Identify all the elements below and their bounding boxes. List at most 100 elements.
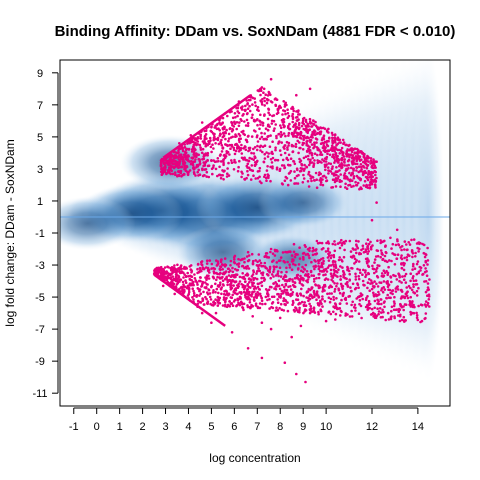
point-up <box>240 175 243 179</box>
point-down <box>354 309 357 312</box>
point-up <box>341 163 344 167</box>
point-up <box>341 151 345 155</box>
point-up <box>219 132 222 136</box>
point-up <box>248 156 251 160</box>
point-down <box>281 251 285 254</box>
point-up <box>354 180 357 184</box>
point-down <box>357 312 361 316</box>
point-down <box>272 270 275 274</box>
point-up <box>291 112 295 116</box>
point-down <box>217 291 220 295</box>
point-down <box>175 269 179 272</box>
point-up <box>200 121 204 124</box>
point-up <box>182 156 185 159</box>
point-down <box>426 301 430 305</box>
point-down <box>400 248 403 252</box>
point-down <box>341 260 344 263</box>
point-down <box>417 304 420 308</box>
point-down <box>381 290 385 294</box>
point-down <box>419 266 423 270</box>
point-down <box>166 274 170 277</box>
point-down <box>264 295 268 299</box>
point-down <box>407 241 411 244</box>
point-down <box>269 327 273 331</box>
point-up <box>345 175 349 179</box>
point-down <box>242 290 246 294</box>
point-down <box>405 294 409 298</box>
point-down <box>199 292 203 296</box>
point-down <box>195 281 199 284</box>
point-down <box>256 269 259 273</box>
point-down <box>220 258 223 261</box>
point-up <box>282 100 286 103</box>
point-up <box>318 132 322 136</box>
point-up <box>199 130 203 133</box>
point-up <box>202 161 205 164</box>
point-down <box>322 273 325 277</box>
point-down <box>359 271 362 275</box>
point-down <box>322 284 326 287</box>
point-down <box>290 335 294 339</box>
point-down <box>315 248 318 251</box>
point-down <box>414 279 418 282</box>
point-down <box>323 268 327 272</box>
plot-frame <box>59 59 451 407</box>
point-up <box>301 121 304 125</box>
point-down <box>290 260 294 263</box>
point-up <box>263 132 267 135</box>
point-up <box>363 166 366 169</box>
point-up <box>355 166 359 169</box>
point-up <box>295 174 299 178</box>
point-down <box>268 307 271 310</box>
point-up <box>226 167 229 170</box>
point-up <box>313 141 316 144</box>
point-up <box>199 146 202 149</box>
point-down <box>170 266 173 270</box>
point-up <box>304 120 308 124</box>
point-down <box>303 268 307 271</box>
point-up <box>279 106 283 109</box>
point-up <box>186 142 189 145</box>
point-up <box>164 164 167 168</box>
point-down <box>192 291 196 295</box>
point-down <box>382 286 386 289</box>
point-down <box>377 310 381 313</box>
point-up <box>273 127 276 130</box>
point-down <box>410 301 414 305</box>
point-up <box>237 100 241 103</box>
point-up <box>315 186 319 189</box>
point-up <box>170 154 173 158</box>
point-down <box>344 276 347 280</box>
point-down <box>352 254 355 258</box>
point-up <box>211 143 214 146</box>
point-down <box>366 286 369 290</box>
point-down <box>284 291 288 294</box>
point-up <box>298 160 302 164</box>
point-down <box>381 257 385 261</box>
point-down <box>333 282 336 285</box>
point-down <box>227 274 231 277</box>
point-down <box>237 257 240 261</box>
point-down <box>354 275 358 278</box>
point-down <box>172 282 176 286</box>
point-down <box>364 298 368 302</box>
point-down <box>409 286 412 290</box>
point-down <box>231 293 234 297</box>
point-down <box>311 249 314 253</box>
point-up <box>218 121 221 124</box>
point-up <box>354 184 358 187</box>
point-down <box>339 278 343 281</box>
point-up <box>325 179 328 183</box>
point-down <box>417 250 420 253</box>
y-tick-label: -3 <box>35 260 45 272</box>
point-down <box>424 252 427 256</box>
point-down <box>416 260 420 263</box>
point-up <box>328 137 331 140</box>
point-up <box>252 174 255 177</box>
point-down <box>351 300 355 304</box>
point-down <box>316 242 320 245</box>
point-up <box>361 170 365 174</box>
point-up <box>324 150 327 153</box>
point-down <box>344 298 348 302</box>
point-up <box>319 181 323 184</box>
